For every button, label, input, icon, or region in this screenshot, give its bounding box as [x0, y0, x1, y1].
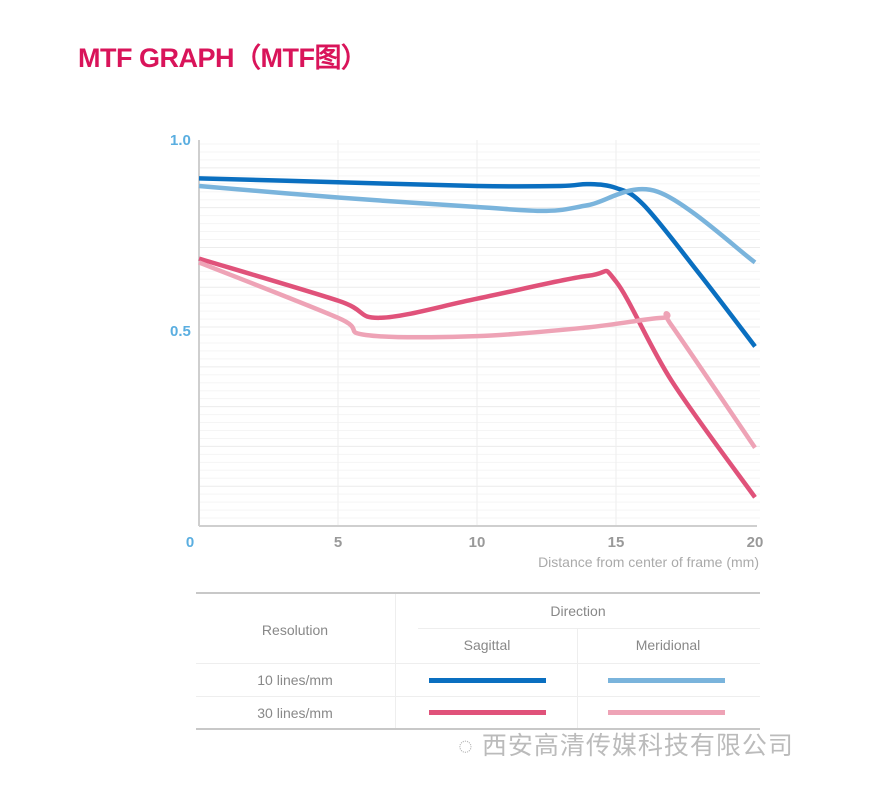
- x-tick-label: 20: [747, 534, 764, 551]
- watermark: ◌ 西安高清传媒科技有限公司: [458, 732, 794, 760]
- swatch-30-meridional: [608, 710, 725, 715]
- y-tick-label: 0.5: [170, 323, 191, 340]
- x-tick-label: 5: [334, 534, 342, 551]
- grid: [199, 140, 760, 526]
- divider: [196, 696, 760, 697]
- mtf-chart: 0 5 10 15 20 1.0 0.5 Distance from center of f…: [170, 132, 764, 570]
- series-line-10-meridional: [198, 183, 757, 265]
- x-axis-label: Distance from center of frame (mm): [538, 554, 759, 570]
- swatch-30-sagittal: [429, 710, 546, 715]
- row-label-10: 10 lines/mm: [257, 672, 333, 688]
- series-line-30-meridional: [198, 260, 757, 449]
- x-tick-label: 10: [469, 534, 486, 551]
- series-line-30-sagittal: [198, 256, 757, 499]
- page-title: MTF GRAPH（MTF图）: [78, 43, 368, 73]
- direction-header: Direction: [550, 603, 606, 619]
- row-label-30: 30 lines/mm: [257, 705, 333, 721]
- divider: [196, 663, 760, 664]
- table-bottom-border: [196, 728, 760, 730]
- swatch-10-sagittal: [429, 678, 546, 683]
- table-top-border: [196, 592, 760, 594]
- x-tick-label: 0: [186, 534, 194, 551]
- swatch-10-meridional: [608, 678, 725, 683]
- divider: [577, 628, 578, 728]
- wechat-icon: ◌: [458, 732, 482, 760]
- x-tick-label: 15: [608, 534, 625, 551]
- resolution-header: Resolution: [261, 622, 329, 638]
- divider: [418, 628, 760, 629]
- divider: [395, 594, 396, 728]
- y-tick-label: 1.0: [170, 132, 191, 149]
- sagittal-header: Sagittal: [463, 637, 511, 653]
- legend-table: Resolution Direction Sagittal Meridional…: [196, 592, 760, 730]
- meridional-header: Meridional: [635, 637, 701, 653]
- series-line-10-sagittal: [198, 176, 757, 348]
